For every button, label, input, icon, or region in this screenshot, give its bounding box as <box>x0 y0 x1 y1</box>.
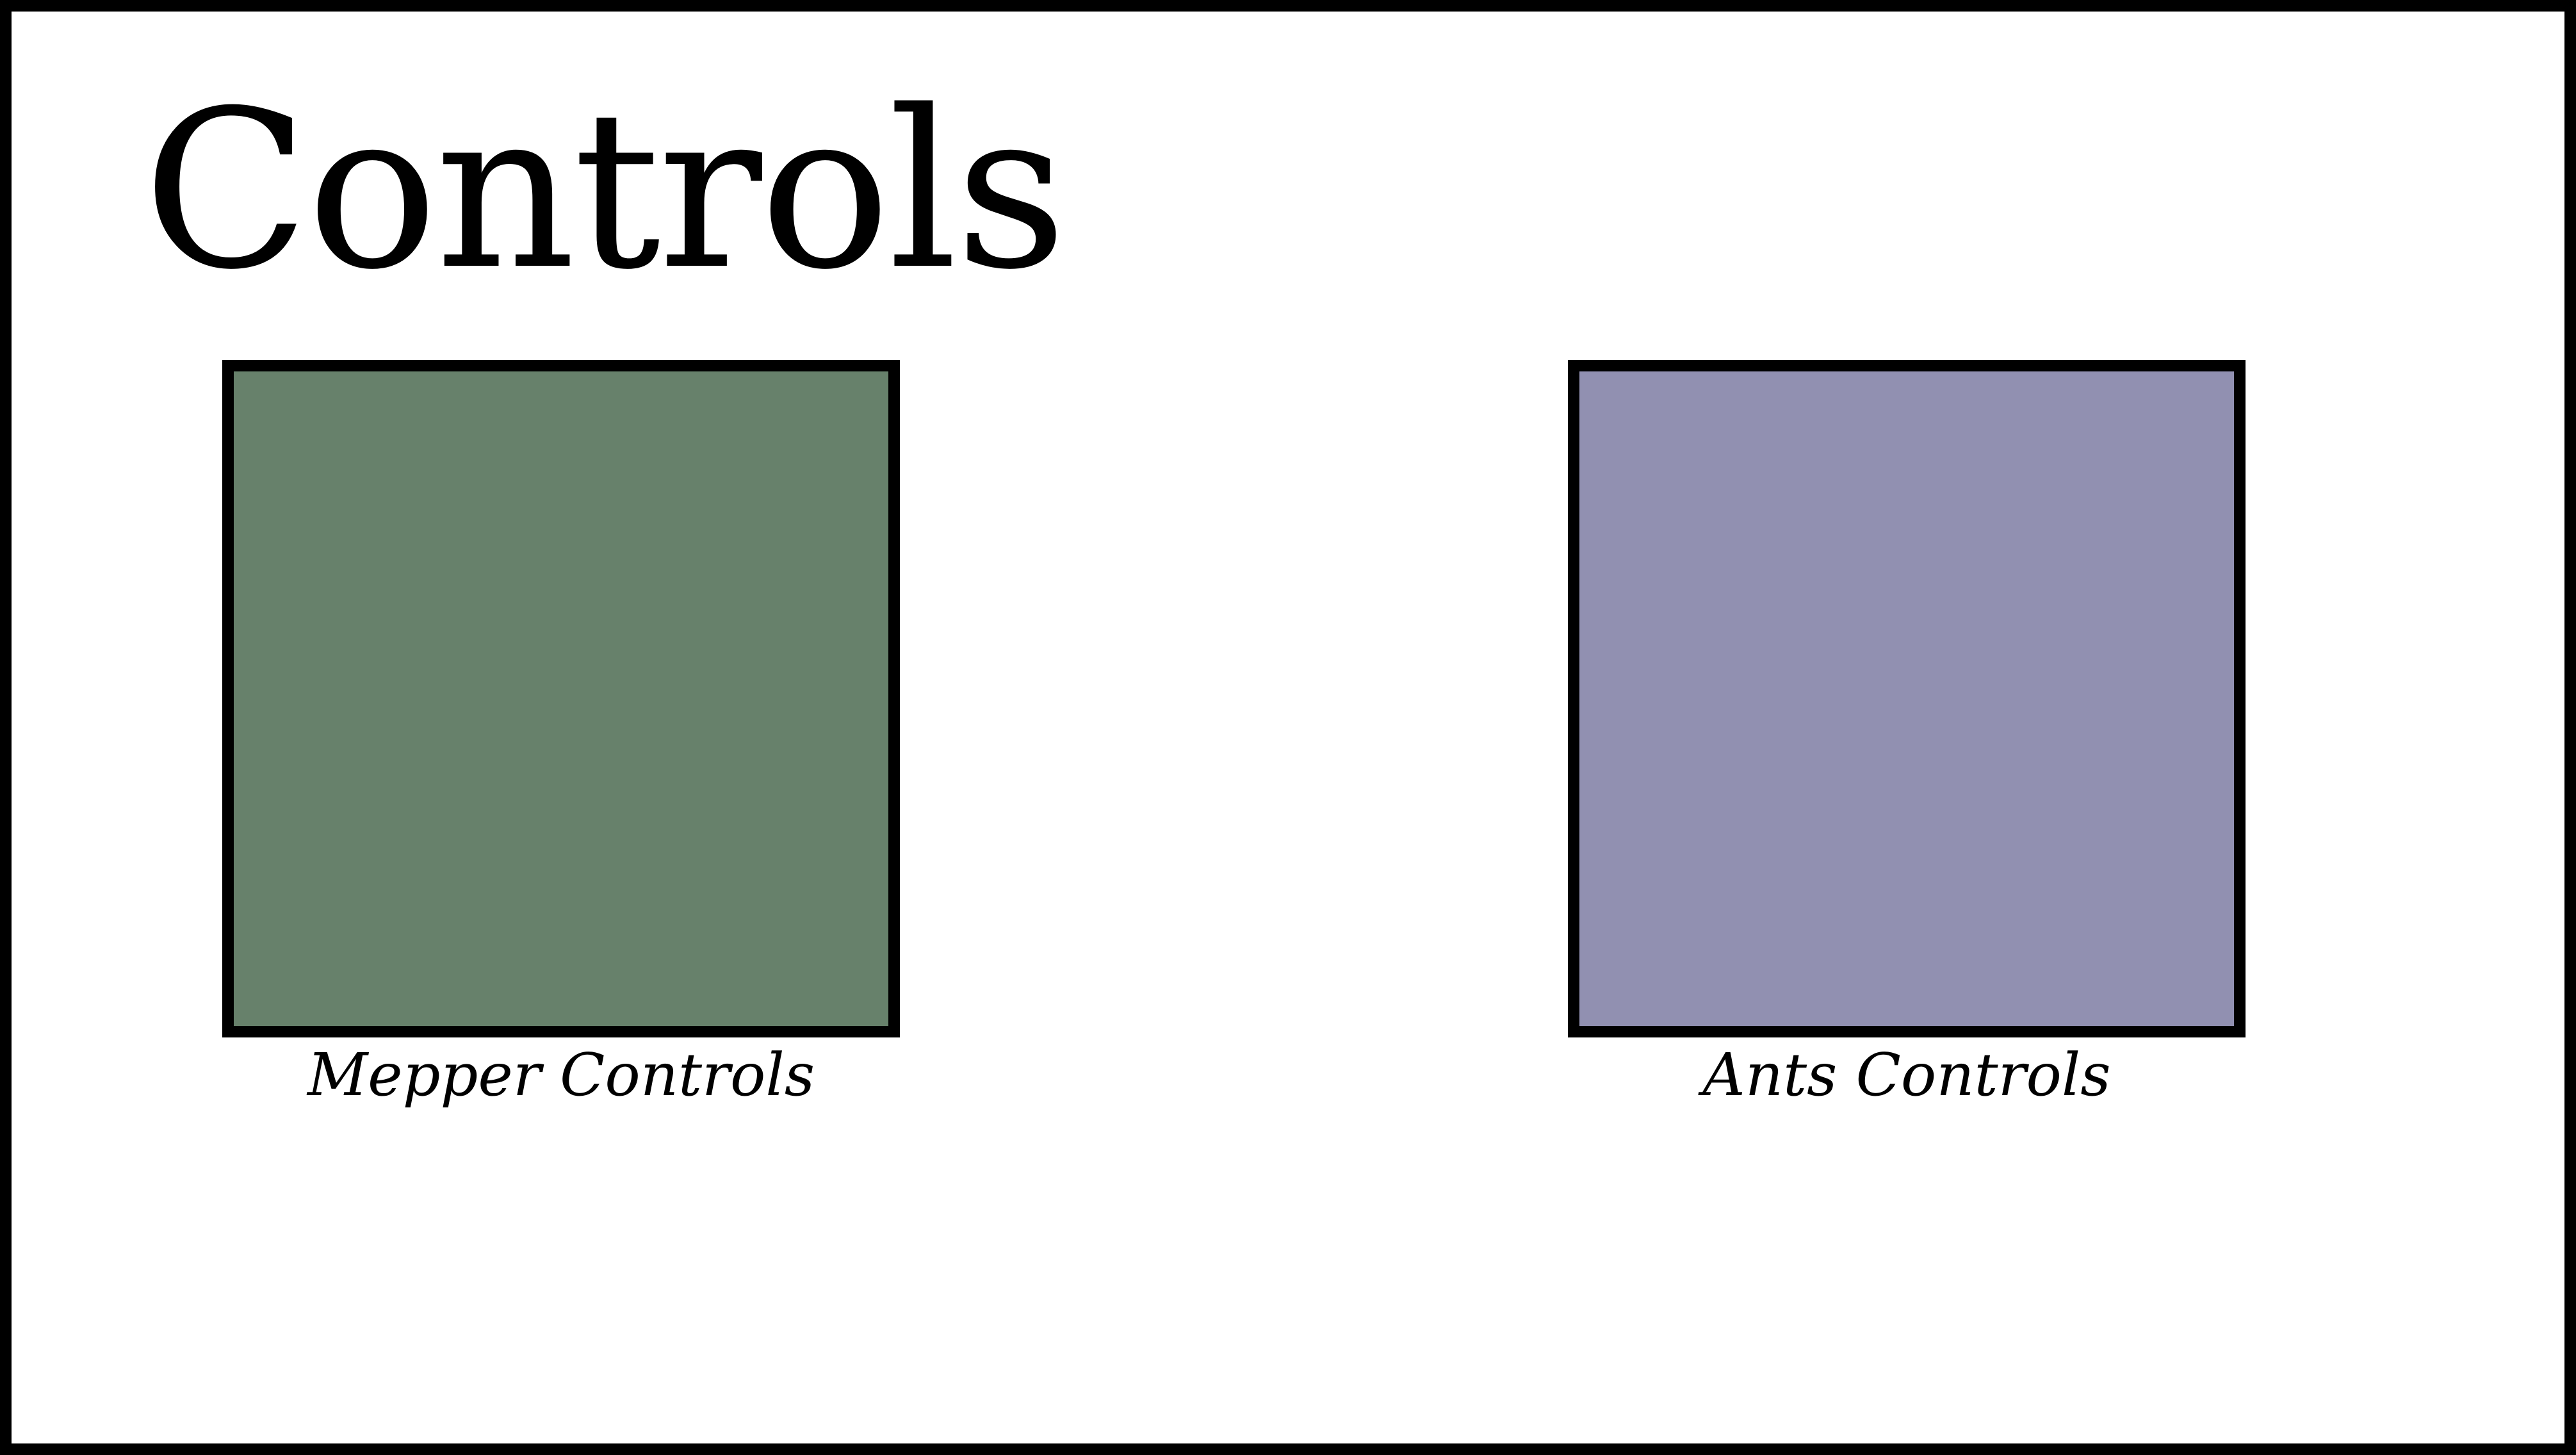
page-title: Controls <box>143 64 1067 318</box>
ants-controls-label: Ants Controls <box>1702 1041 2111 1109</box>
mepper-controls-label: Mepper Controls <box>307 1041 815 1109</box>
mepper-controls-panel[interactable] <box>222 360 900 1037</box>
ants-controls-panel[interactable] <box>1568 360 2246 1037</box>
